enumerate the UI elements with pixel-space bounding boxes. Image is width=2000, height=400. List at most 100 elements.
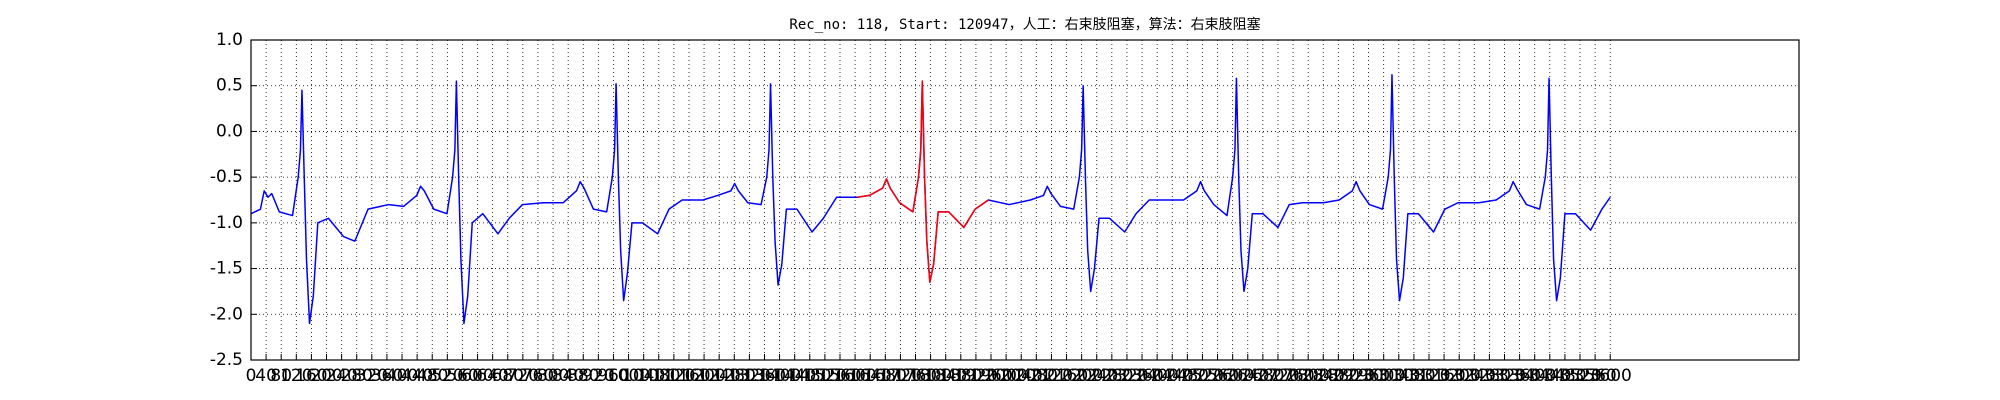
- x-tick-label: 3240: [1453, 366, 1496, 386]
- x-tick-label: 2440: [1151, 366, 1194, 386]
- x-tick-label: 3360: [1498, 366, 1541, 386]
- x-tick-label: 3040: [1377, 366, 1420, 386]
- y-tick-label: -0.5: [210, 167, 243, 187]
- chart-title: Rec_no: 118, Start: 120947，人工：右束肢阻塞，算法：右…: [789, 16, 1260, 33]
- x-tick-label: 1840: [924, 366, 967, 386]
- x-tick-label: 1040: [622, 366, 665, 386]
- x-tick-label: 1200: [682, 366, 725, 386]
- x-tick-label: 2920: [1332, 366, 1375, 386]
- x-tick-label: 240: [325, 366, 357, 386]
- x-tick-label: 1920: [954, 366, 997, 386]
- plot-frame: [250, 39, 1800, 361]
- x-tick-label: 560: [446, 366, 478, 386]
- x-tick-label: 2640: [1226, 366, 1269, 386]
- x-tick-label: 2560: [1196, 366, 1239, 386]
- x-tick-label: 120: [280, 366, 312, 386]
- x-tick-label: 1680: [864, 366, 907, 386]
- y-tick-label: 0.0: [216, 121, 243, 141]
- x-tick-label: 2000: [984, 366, 1027, 386]
- x-tick-label: 3440: [1528, 366, 1571, 386]
- x-tick-label: 1800: [909, 366, 952, 386]
- x-tick-label: 800: [537, 366, 569, 386]
- y-tick-label: 0.5: [216, 76, 243, 96]
- y-tick-label: -2.0: [210, 304, 243, 324]
- x-tick-label: 3000: [1362, 366, 1405, 386]
- x-tick-label: 600: [461, 366, 493, 386]
- x-tick-label: 3520: [1558, 366, 1601, 386]
- x-tick-label: 1720: [879, 366, 922, 386]
- x-tick-label: 2040: [1000, 366, 1043, 386]
- x-tick-label: 320: [356, 366, 388, 386]
- x-tick-label: 1400: [758, 366, 801, 386]
- x-tick-label: 80: [270, 366, 292, 386]
- x-tick-label: 2960: [1347, 366, 1390, 386]
- x-tick-label: 360: [371, 366, 403, 386]
- y-tick-label: -1.5: [210, 259, 243, 279]
- x-tick-label: 1120: [652, 366, 695, 386]
- x-tick-label: 2520: [1181, 366, 1224, 386]
- y-tick-label: -1.0: [210, 213, 243, 233]
- x-tick-label: 40: [255, 366, 277, 386]
- x-tick-label: 280: [340, 366, 372, 386]
- x-tick-label: 2240: [1075, 366, 1118, 386]
- x-tick-label: 2080: [1015, 366, 1058, 386]
- x-tick-label: 400: [386, 366, 418, 386]
- x-tick-label: 1520: [803, 366, 846, 386]
- x-tick-label: 2720: [1256, 366, 1299, 386]
- x-tick-label: 2760: [1271, 366, 1314, 386]
- x-tick-label: 880: [567, 366, 599, 386]
- x-tick-label: 2120: [1030, 366, 1073, 386]
- x-tick-label: 1320: [728, 366, 771, 386]
- y-tick-label: -2.5: [210, 350, 243, 370]
- x-tick-label: 2200: [1060, 366, 1103, 386]
- x-tick-label: 760: [522, 366, 554, 386]
- x-tick-label: 3560: [1573, 366, 1616, 386]
- ecg-line: [857, 80, 989, 284]
- x-tick-label: 1160: [667, 366, 710, 386]
- x-tick-label: 960: [597, 366, 629, 386]
- x-tick-label: 3160: [1422, 366, 1465, 386]
- x-tick-label: 3600: [1589, 366, 1632, 386]
- x-tick-label: 1440: [773, 366, 816, 386]
- x-tick-label: 480: [416, 366, 448, 386]
- x-tick-label: 3120: [1407, 366, 1450, 386]
- x-tick-label: 3400: [1513, 366, 1556, 386]
- x-tick-label: 3480: [1543, 366, 1586, 386]
- x-tick-label: 1760: [894, 366, 937, 386]
- x-tick-label: 1240: [698, 366, 741, 386]
- x-tick-label: 160: [295, 366, 327, 386]
- x-tick-label: 2840: [1302, 366, 1345, 386]
- x-tick-label: 1360: [743, 366, 786, 386]
- y-tick-label: 1.0: [216, 30, 243, 50]
- x-tick-label: 2400: [1136, 366, 1179, 386]
- x-tick-label: 1880: [939, 366, 982, 386]
- x-tick-label: 2800: [1287, 366, 1330, 386]
- x-tick-label: 2480: [1166, 366, 1209, 386]
- x-tick-label: 640: [476, 366, 508, 386]
- x-tick-label: 1480: [788, 366, 831, 386]
- x-tick-label: 1080: [637, 366, 680, 386]
- x-tick-label: 2160: [1045, 366, 1088, 386]
- x-tick-label: 1560: [818, 366, 861, 386]
- x-tick-label: 2360: [1120, 366, 1163, 386]
- x-tick-label: 2680: [1241, 366, 1284, 386]
- x-tick-label: 3320: [1483, 366, 1526, 386]
- x-tick-label: 1280: [713, 366, 756, 386]
- x-tick-label: 1960: [969, 366, 1012, 386]
- x-tick-label: 0: [246, 366, 257, 386]
- x-tick-label: 1000: [607, 366, 650, 386]
- x-tick-label: 680: [492, 366, 524, 386]
- x-tick-label: 720: [507, 366, 539, 386]
- x-tick-label: 3080: [1392, 366, 1435, 386]
- x-tick-label: 2600: [1211, 366, 1254, 386]
- x-tick-label: 1640: [849, 366, 892, 386]
- x-tick-label: 440: [401, 366, 433, 386]
- x-tick-label: 1600: [833, 366, 876, 386]
- x-tick-label: 2880: [1317, 366, 1360, 386]
- x-tick-label: 2320: [1105, 366, 1148, 386]
- x-tick-label: 3280: [1468, 366, 1511, 386]
- x-tick-label: 200: [310, 366, 342, 386]
- x-tick-label: 920: [582, 366, 614, 386]
- x-tick-label: 3200: [1438, 366, 1481, 386]
